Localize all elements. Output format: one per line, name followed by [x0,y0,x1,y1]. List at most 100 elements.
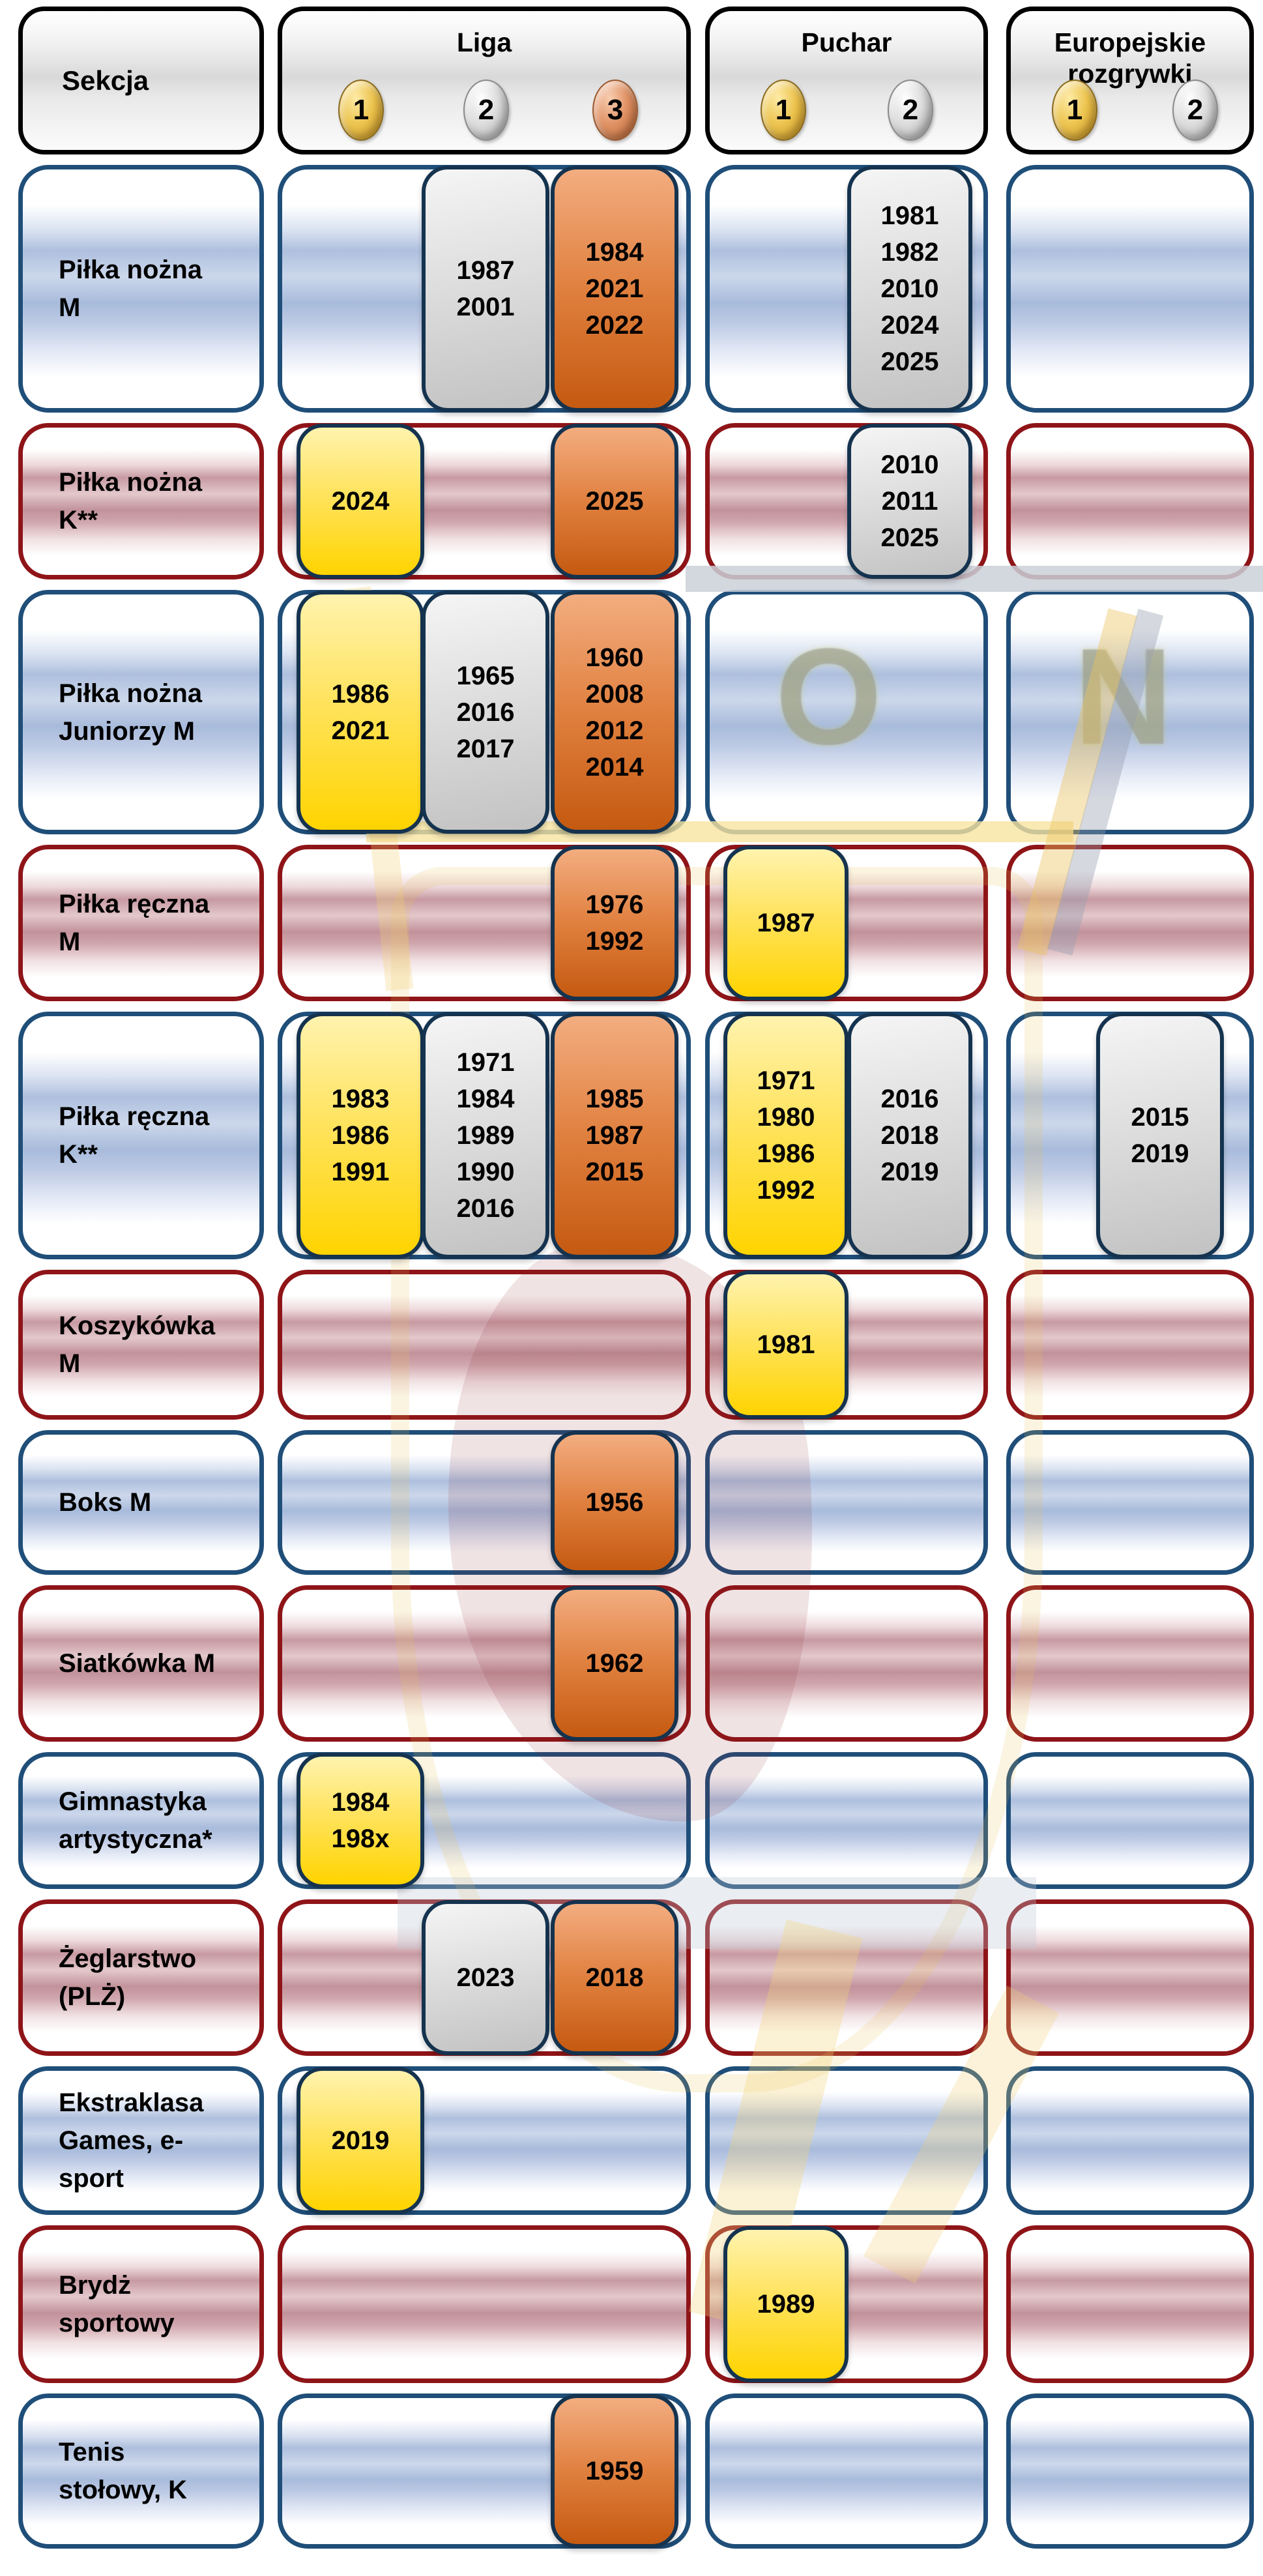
year-entry: 1986 [331,679,390,709]
section-label: Koszykówka M [59,1311,216,1378]
bronze-pill: 1962 [551,1586,678,1741]
year-entry: 1981 [880,201,939,230]
section-cell: Piłka nożna Juniorzy M [18,590,264,834]
year-entry: 1987 [757,909,815,937]
table-row: Koszykówka M 1981 [0,1270,1263,1420]
liga-header-cell: Liga 1 2 3 [278,7,691,154]
year-entry: 2016 [456,697,515,727]
year-entry: 1959 [585,2457,644,2485]
puchar-cell [705,2393,988,2549]
year-entry: 1989 [456,1121,515,1150]
europa-header-cell: Europejskie rozgrywki 1 2 [1006,7,1254,154]
section-cell: Piłka ręczna K** [18,1012,264,1259]
year-entry: 1992 [585,927,644,956]
year-entry: 2010 [880,450,939,479]
liga-header-label: Liga [456,27,512,57]
year-entry: 2010 [880,274,939,303]
year-entry: 1986 [331,1121,390,1150]
puchar-header-cell: Puchar 1 2 [705,7,988,154]
liga-cell: 1956 [278,1430,691,1575]
year-entry: 2024 [331,487,390,516]
gold-pill: 2019 [297,2067,424,2214]
gold-medal-icon: 1 [338,80,384,141]
section-label: Boks M [59,1488,152,1517]
year-entry: 2015 [1131,1103,1189,1132]
table-row: Brydż sportowy 1989 [0,2225,1263,2383]
bronze-pill: 2018 [551,1900,678,2055]
gold-pill: 2024 [297,424,424,579]
europa-cell [1006,1899,1254,2056]
section-cell: Żeglarstwo (PLŻ) [18,1899,264,2056]
year-entry: 2019 [1131,1139,1189,1168]
table-row: Ekstraklasa Games, e-sport 2019 [0,2066,1263,2215]
puchar-cell: 1981 [705,1270,988,1420]
bronze-pill: 1956 [551,1431,678,1574]
section-cell: Ekstraklasa Games, e-sport [18,2066,264,2215]
table-row: Piłka ręczna K** 1983 1986 1991 1971 1984 1989… [0,1012,1263,1259]
table-row: Piłka nożna Juniorzy M 1986 2021 1965 2016 20… [0,590,1263,834]
table-row: Żeglarstwo (PLŻ) 2023 2018 [0,1899,1263,2056]
year-entry: 2001 [456,293,515,321]
year-entry: 1965 [456,661,515,690]
section-label: Tenis stołowy, K [59,2438,188,2504]
year-entry: 2023 [456,1963,515,1992]
europa-cell [1006,423,1254,579]
section-label: Żeglarstwo (PLŻ) [59,1944,197,2011]
gold-pill: 1987 [723,845,849,1001]
year-entry: 2008 [585,679,644,709]
year-entry: 1956 [585,1488,644,1517]
silver-pill: 1981 1982 2010 2024 2025 [847,166,972,412]
section-cell: Tenis stołowy, K [18,2393,264,2549]
gold-medal-icon: 1 [761,80,806,141]
table-row: Boks M 1956 [0,1430,1263,1575]
gold-pill: 1981 [723,1270,849,1419]
table-row: Tenis stołowy, K 1959 [0,2393,1263,2549]
silver-medal-icon: 2 [888,80,933,141]
liga-cell: 1983 1986 1991 1971 1984 1989 1990 2016 1985 1987… [278,1012,691,1259]
puchar-cell [705,1899,988,2056]
europa-cell [1006,590,1254,834]
medal-rank: 1 [775,94,792,126]
year-entry: 1987 [585,1121,644,1150]
europa-cell [1006,1585,1254,1742]
year-entry: 1982 [880,238,939,267]
year-entry: 1981 [757,1330,815,1359]
section-label: Siatkówka M [59,1649,216,1678]
table-header: Sekcja Liga 1 2 3 Puchar 1 2 Europejski [0,7,1263,154]
gold-medal-icon: 1 [1052,80,1097,141]
liga-cell: 1987 2001 1984 2021 2022 [278,165,691,413]
year-entry: 1971 [757,1066,815,1095]
section-label: Piłka ręczna K** [59,1102,210,1169]
liga-cell: 1986 2021 1965 2016 2017 1960 2008 2012 2014 [278,590,691,834]
section-label: Ekstraklasa Games, e-sport [59,2088,204,2193]
year-entry: 1989 [757,2290,815,2319]
year-entry: 1984 [456,1085,515,1113]
liga-cell: 1984 198x [278,1752,691,1889]
section-label: Brydż sportowy [59,2271,175,2337]
silver-pill: 2023 [422,1900,549,2055]
section-label: Piłka ręczna M [59,890,210,956]
corner-header-cell: Sekcja [18,7,264,154]
gold-pill: 1983 1986 1991 [297,1012,424,1259]
section-cell: Piłka ręczna M [18,845,264,1001]
year-entry: 2021 [331,716,390,745]
section-label: Piłka nożna M [59,256,203,322]
silver-pill: 2010 2011 2025 [847,424,972,579]
europa-cell [1006,2225,1254,2383]
year-entry: 1984 [331,1788,390,1817]
medals-table-body: Piłka nożna M 1987 2001 1984 2021 2022 1981 198… [0,165,1263,2549]
medal-rank: 1 [353,94,370,126]
year-entry: 1985 [585,1085,644,1113]
year-entry: 2022 [585,311,644,340]
year-entry: 2025 [585,487,644,516]
year-entry: 2019 [880,1158,939,1186]
year-entry: 2025 [880,347,939,376]
europa-cell [1006,2066,1254,2215]
section-label: Piłka nożna Juniorzy M [59,679,203,746]
year-entry: 2018 [585,1963,644,1992]
bronze-pill: 1959 [551,2394,678,2548]
puchar-cell: 1971 1980 1986 1992 2016 2018 2019 [705,1012,988,1259]
liga-cell: 1962 [278,1585,691,1742]
corner-header-label: Sekcja [62,65,149,96]
europa-cell [1006,1752,1254,1889]
